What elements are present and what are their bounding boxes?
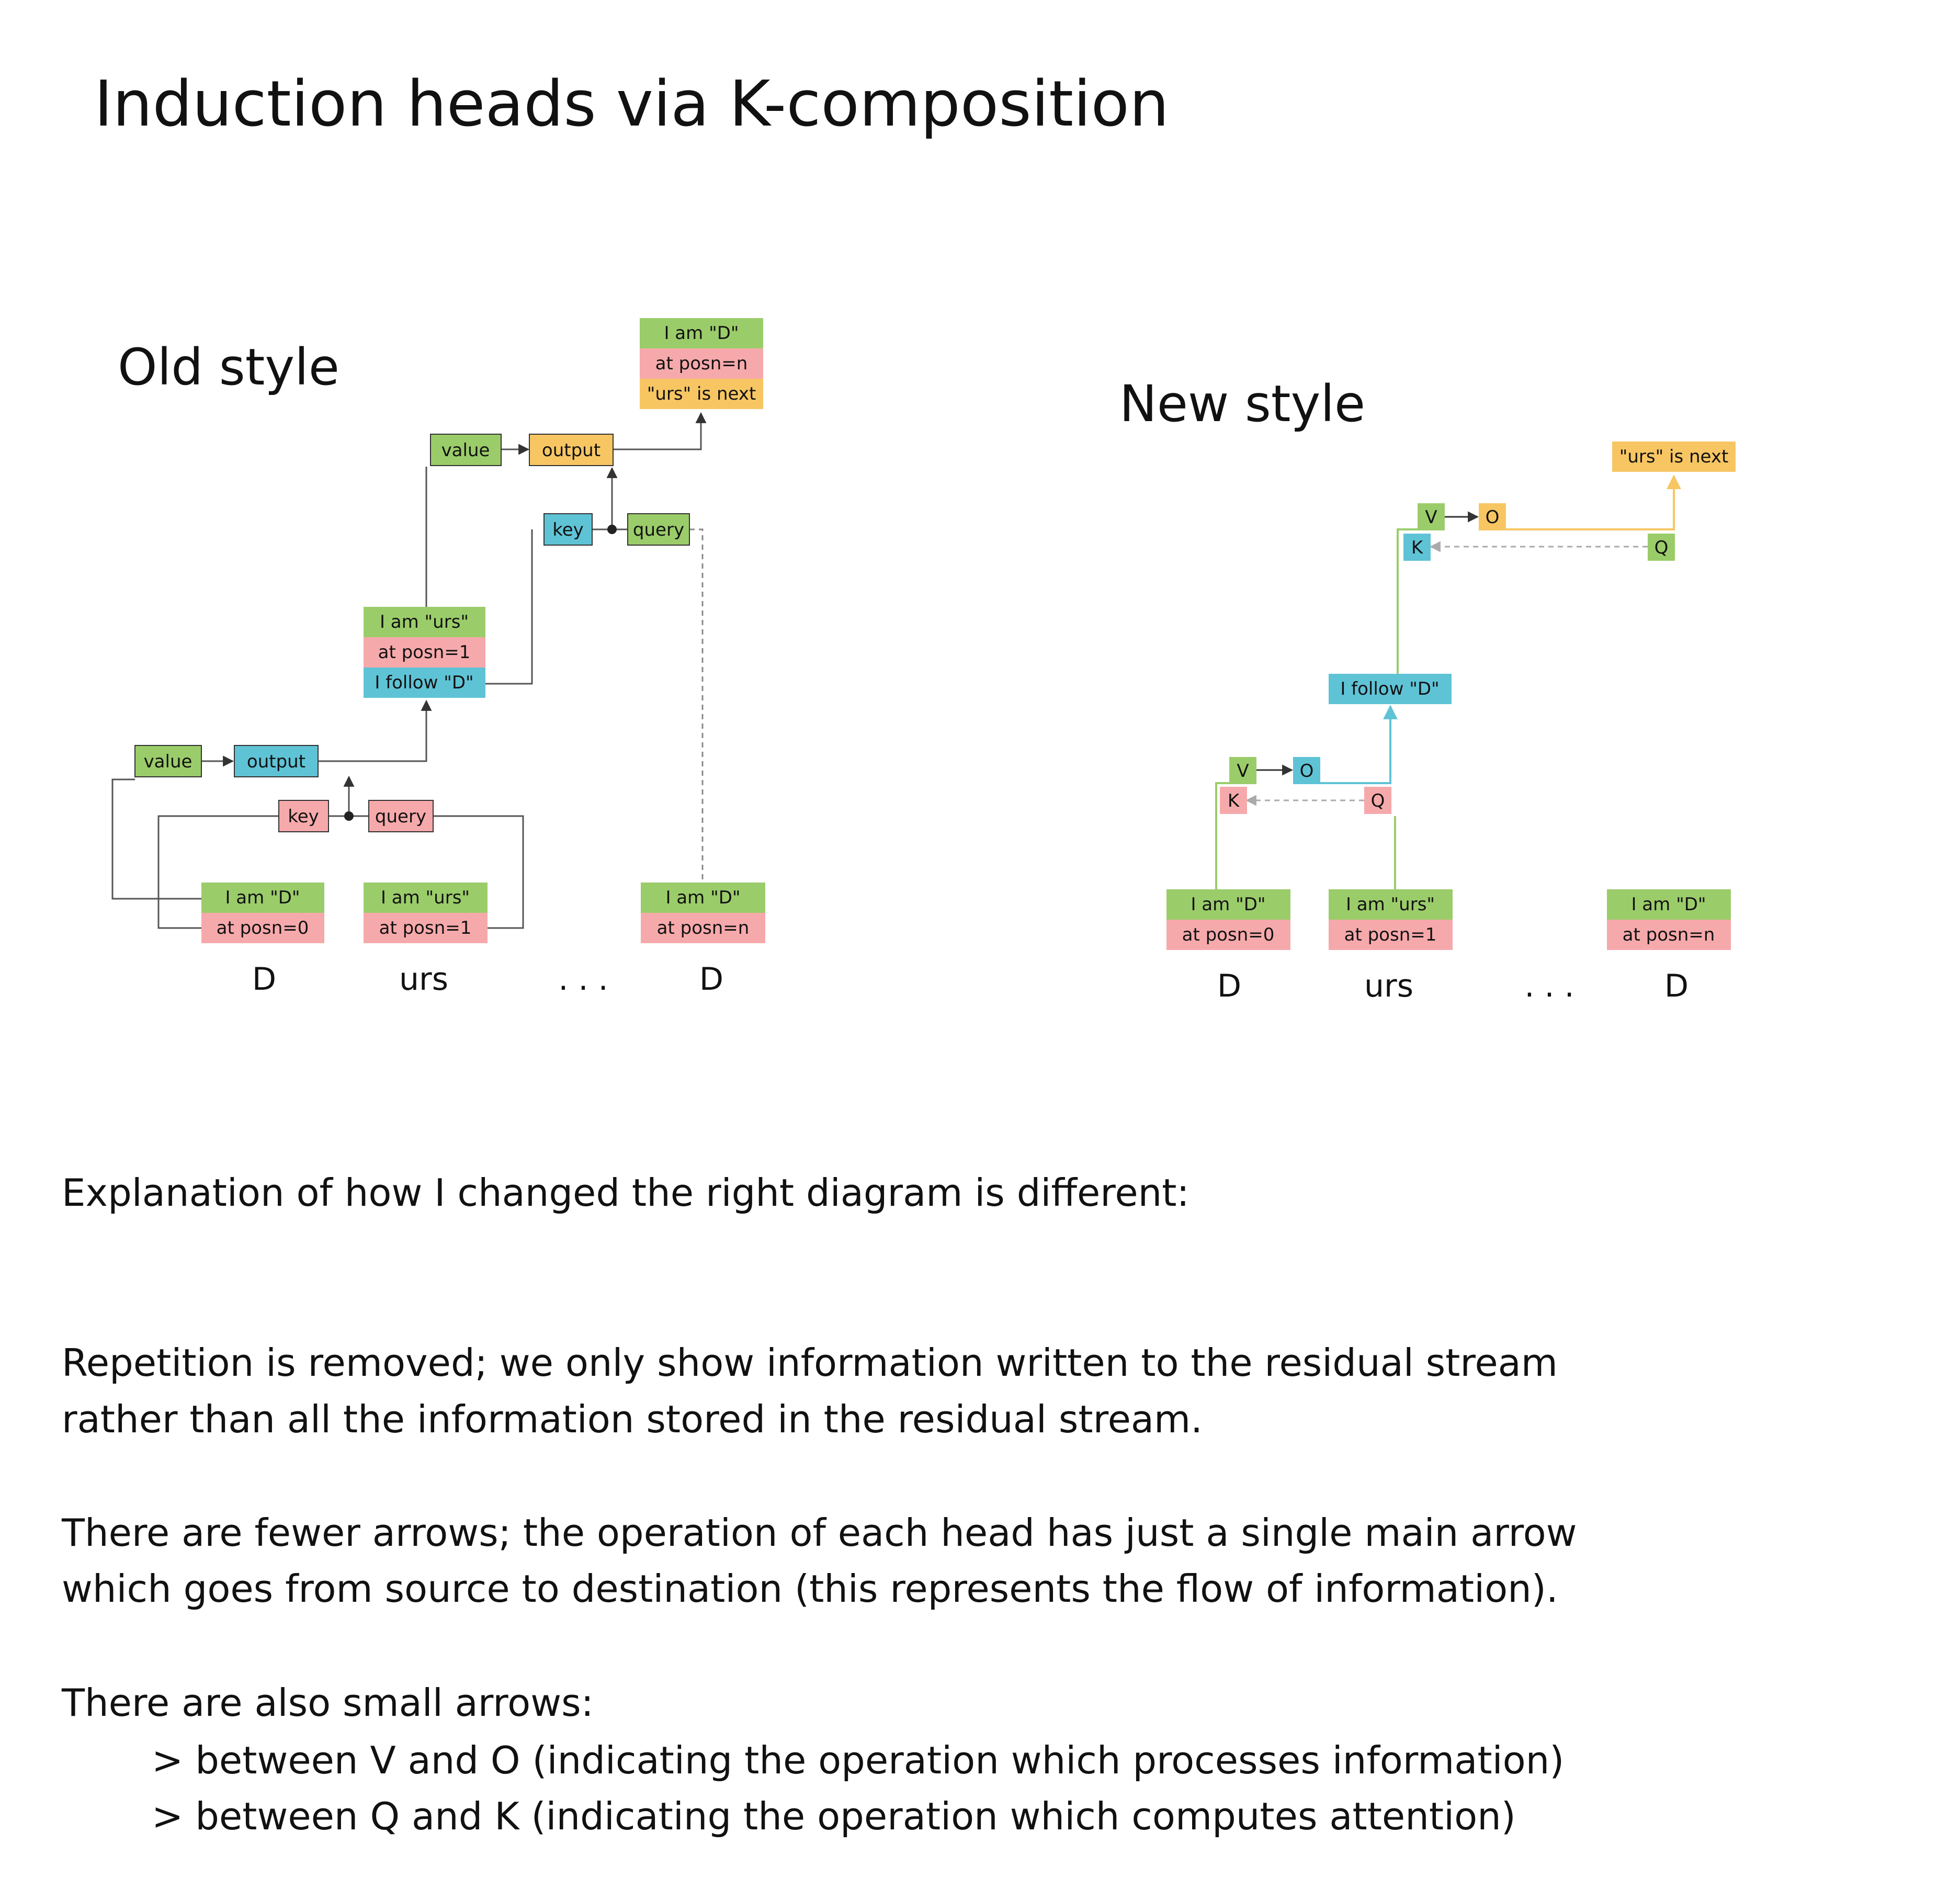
svg-text:value: value [144,751,192,772]
new-token-n-label: D [1664,968,1689,1004]
new-token-0: I am "D" at posn=0 D [1166,889,1290,1004]
svg-text:value: value [441,440,490,461]
new-token-1: I am "urs" at posn=1 urs [1329,889,1453,1004]
explanation-bullet-2: > between Q and K (indicating the operat… [152,1794,1516,1838]
new-head1-v-box: V [1229,757,1256,784]
svg-text:query: query [375,806,426,827]
page-title: Induction heads via K-composition [94,68,1169,141]
explanation-para2-line1: There are fewer arrows; the operation of… [61,1511,1577,1555]
svg-text:output: output [247,751,305,772]
explanation-para2-line2: which goes from source to destination (t… [62,1567,1558,1611]
old-output-prediction: "urs" is next [647,383,756,404]
new-head2-v-box: V [1418,503,1445,530]
new-style-heading: New style [1119,375,1365,433]
old-head2-value-box: value [430,434,502,466]
new-ellipsis: . . . [1524,968,1574,1004]
svg-text:query: query [633,519,684,540]
new-token-0-label: D [1217,968,1241,1004]
svg-text:K: K [1411,537,1424,558]
old-ellipsis: . . . [558,961,608,998]
new-style-diagram: New style "urs" is next [1119,375,1736,1004]
explanation: Explanation of how I changed the right d… [61,1171,1577,1838]
svg-text:K: K [1228,790,1240,811]
svg-text:I am "D": I am "D" [225,887,300,908]
new-head1-k-box: K [1220,787,1247,814]
old-style-diagram: Old style [111,318,765,998]
svg-text:V: V [1425,507,1437,528]
new-token-1-label: urs [1364,968,1413,1004]
old-style-connectors [111,412,707,929]
svg-text:output: output [542,440,601,461]
old-middle-identity: I am "urs" [380,612,469,632]
new-follow-box: I follow "D" [1329,674,1452,704]
old-token-0-label: D [252,961,276,998]
old-style-heading: Old style [118,338,339,397]
new-head1-q-box: Q [1364,787,1391,814]
old-head1-output-box: output [234,745,319,777]
svg-text:V: V [1237,761,1249,782]
svg-text:I am "D": I am "D" [665,887,740,908]
new-head2-k-box: K [1403,534,1431,561]
old-head1-value-box: value [134,745,202,777]
svg-text:at posn=n: at posn=n [1623,924,1715,945]
old-token-0: I am "D" at posn=0 D [201,883,324,998]
old-token-n: I am "D" at posn=n D [641,883,765,998]
new-head1-o-box: O [1293,757,1320,784]
old-output-position: at posn=n [655,353,748,374]
svg-text:key: key [552,519,584,540]
old-token-1: I am "urs" at posn=1 urs [364,883,488,998]
svg-text:key: key [288,806,319,827]
old-middle-follow: I follow "D" [375,672,473,693]
svg-text:I am "D": I am "D" [1191,894,1265,915]
explanation-para1-line2: rather than all the information stored i… [62,1397,1203,1441]
explanation-para1-line1: Repetition is removed; we only show info… [62,1341,1558,1385]
old-token-n-label: D [699,961,723,998]
explanation-para3-intro: There are also small arrows: [61,1681,594,1725]
svg-text:I follow "D": I follow "D" [1340,678,1439,699]
svg-text:O: O [1300,761,1314,782]
svg-text:I am "urs": I am "urs" [381,887,470,908]
old-head1-query-box: query [368,800,434,832]
explanation-intro: Explanation of how I changed the right d… [62,1171,1189,1215]
explanation-bullet-1: > between V and O (indicating the operat… [152,1738,1564,1782]
new-head2-o-box: O [1479,503,1506,530]
old-head2-query-box: query [627,513,690,546]
svg-text:at posn=0: at posn=0 [217,918,309,938]
svg-text:Q: Q [1371,790,1385,811]
svg-text:at posn=0: at posn=0 [1182,924,1275,945]
new-head2-q-box: Q [1648,534,1675,561]
old-middle-stack: I am "urs" at posn=1 I follow "D" [364,607,485,698]
svg-text:at posn=n: at posn=n [657,918,750,938]
svg-text:at posn=1: at posn=1 [1344,924,1437,945]
svg-text:at posn=1: at posn=1 [379,918,472,938]
old-token-1-label: urs [399,961,448,998]
svg-text:I am "D": I am "D" [1631,894,1706,915]
svg-text:O: O [1486,507,1500,528]
old-head1-key-box: key [278,800,329,832]
old-head2-output-box: output [529,434,614,466]
svg-text:"urs" is next: "urs" is next [1619,446,1729,467]
new-token-n: I am "D" at posn=n D [1607,889,1731,1004]
svg-text:I am "urs": I am "urs" [1346,894,1435,915]
old-output-stack: I am "D" at posn=n "urs" is next [640,318,763,409]
old-output-identity: I am "D" [664,323,739,344]
old-middle-position: at posn=1 [378,642,471,663]
old-head2-key-box: key [543,513,593,546]
svg-text:Q: Q [1655,537,1669,558]
new-output-box: "urs" is next [1612,442,1736,472]
